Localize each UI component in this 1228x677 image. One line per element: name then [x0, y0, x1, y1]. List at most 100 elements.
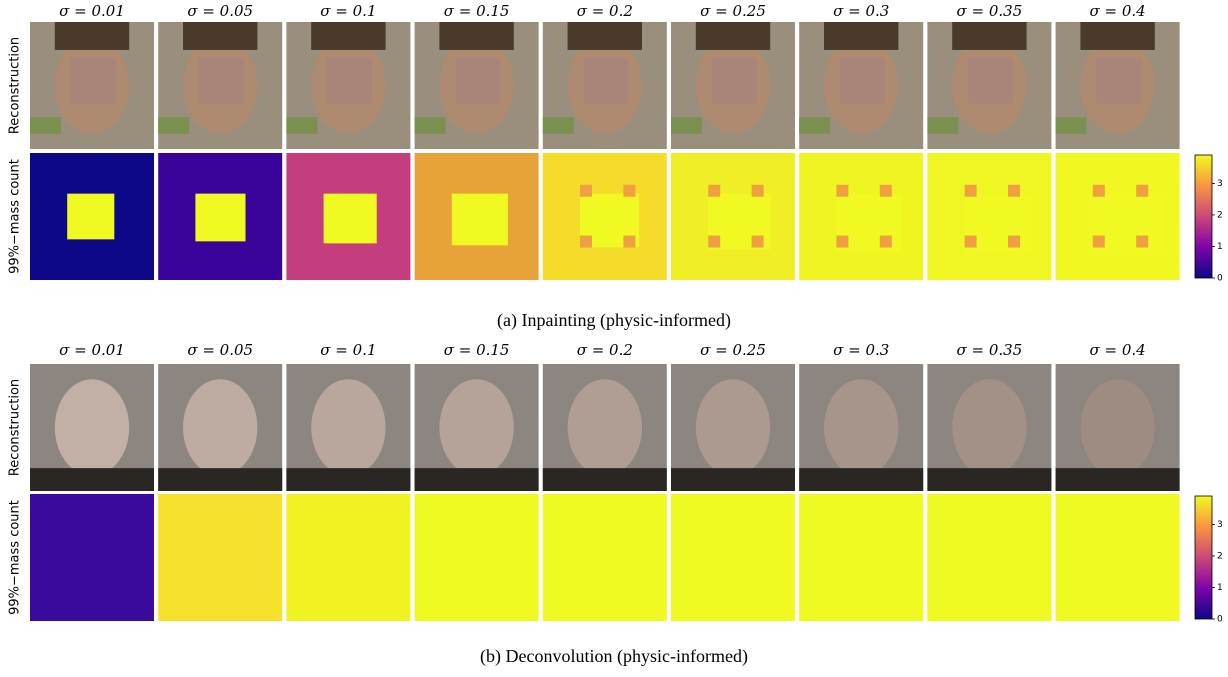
- shoulders: [414, 468, 539, 491]
- hair: [952, 22, 1027, 50]
- shoulders: [1055, 468, 1180, 491]
- column-title: σ = 0.1: [320, 341, 376, 359]
- colorbar-tick-label: 2: [1217, 551, 1223, 561]
- heatmap: [1055, 494, 1180, 621]
- column-title: σ = 0.01: [59, 2, 125, 20]
- heatmap-bg: [671, 494, 795, 621]
- grass: [799, 117, 831, 134]
- caption: (b) Deconvolution (physic-informed): [480, 646, 748, 667]
- grass: [286, 117, 318, 134]
- hair: [54, 22, 130, 50]
- heatmap-spot: [879, 184, 892, 197]
- heatmap-spot: [580, 184, 592, 197]
- heatmap-bg: [1055, 494, 1180, 621]
- shoulders: [927, 468, 1052, 491]
- column-title: σ = 0.05: [187, 2, 253, 20]
- shoulders: [671, 468, 795, 491]
- colorbar: [1194, 495, 1213, 620]
- reconstruction-image: [927, 364, 1052, 491]
- colorbar-tick-label: 3: [1217, 520, 1223, 530]
- hair: [183, 22, 258, 50]
- hair: [311, 22, 386, 50]
- grass: [414, 117, 446, 134]
- heatmap-spot: [623, 235, 636, 248]
- mask: [840, 57, 885, 104]
- heatmap-center: [451, 193, 508, 246]
- hair: [567, 22, 642, 50]
- mask: [1096, 57, 1142, 104]
- mask: [583, 57, 629, 104]
- heatmap: [671, 494, 795, 621]
- heatmap: [158, 494, 283, 621]
- heatmap: [799, 153, 924, 280]
- column-title: σ = 0.3: [833, 2, 889, 20]
- heatmap-spot: [751, 235, 764, 248]
- column-title: σ = 0.35: [957, 2, 1023, 20]
- shoulders: [542, 468, 667, 491]
- heatmap-bg: [158, 494, 283, 621]
- hair: [1080, 22, 1155, 50]
- heatmap: [927, 494, 1052, 621]
- column-title: σ = 0.05: [187, 341, 253, 359]
- reconstruction-image: [799, 364, 924, 491]
- heatmap-spot: [623, 184, 636, 197]
- reconstruction-image: [286, 364, 411, 491]
- mask: [199, 57, 244, 104]
- column-title: σ = 0.01: [59, 341, 125, 359]
- reconstruction-image: [542, 22, 667, 149]
- heatmap-spot: [708, 184, 721, 197]
- heatmap-center: [323, 193, 377, 244]
- caption: (a) Inpainting (physic-informed): [497, 310, 731, 331]
- reconstruction-image: [927, 22, 1052, 149]
- heatmap: [542, 153, 667, 280]
- face: [1080, 379, 1155, 476]
- grass: [1055, 117, 1087, 134]
- reconstruction-image: [542, 364, 667, 491]
- heatmap-bg: [414, 494, 539, 621]
- heatmap: [158, 153, 283, 280]
- shoulders: [286, 468, 411, 491]
- hair: [439, 22, 514, 50]
- heatmap: [30, 494, 154, 621]
- reconstruction-image: [1055, 364, 1180, 491]
- colorbar-tick-label: 3: [1217, 179, 1223, 189]
- column-title: σ = 0.1: [320, 2, 376, 20]
- colorbar-tick-label: 1: [1217, 242, 1223, 252]
- reconstruction-image: [30, 364, 154, 491]
- heatmap: [671, 153, 795, 280]
- column-title: σ = 0.4: [1089, 2, 1145, 20]
- reconstruction-image: [414, 22, 539, 149]
- heatmap: [286, 153, 411, 280]
- row-label: Reconstruction: [8, 37, 23, 134]
- column-title: σ = 0.2: [577, 2, 633, 20]
- grass: [542, 117, 574, 134]
- grass: [30, 117, 61, 134]
- face: [567, 379, 642, 476]
- column-title: σ = 0.4: [1089, 341, 1145, 359]
- heatmap-spot: [836, 235, 849, 248]
- heatmap: [1055, 153, 1180, 280]
- column-title: σ = 0.35: [957, 341, 1023, 359]
- mask: [327, 57, 372, 104]
- heatmap: [30, 153, 154, 280]
- reconstruction-image: [1055, 22, 1180, 149]
- row-label: Reconstruction: [8, 379, 23, 476]
- mask: [70, 57, 116, 104]
- heatmap-spot: [964, 184, 977, 197]
- face: [695, 379, 771, 476]
- row-label: 99%−mass count: [8, 159, 23, 274]
- shoulders: [158, 468, 283, 491]
- heatmap: [799, 494, 924, 621]
- heatmap-bg: [927, 494, 1052, 621]
- colorbar: [1194, 154, 1213, 279]
- mask: [711, 57, 757, 104]
- heatmap-spot: [836, 184, 849, 197]
- face: [54, 379, 130, 476]
- heatmap-spot: [1008, 184, 1020, 197]
- column-title: σ = 0.25: [700, 341, 766, 359]
- heatmap-bg: [542, 494, 667, 621]
- heatmap-spot: [879, 235, 892, 248]
- column-title: σ = 0.25: [700, 2, 766, 20]
- hair: [824, 22, 899, 50]
